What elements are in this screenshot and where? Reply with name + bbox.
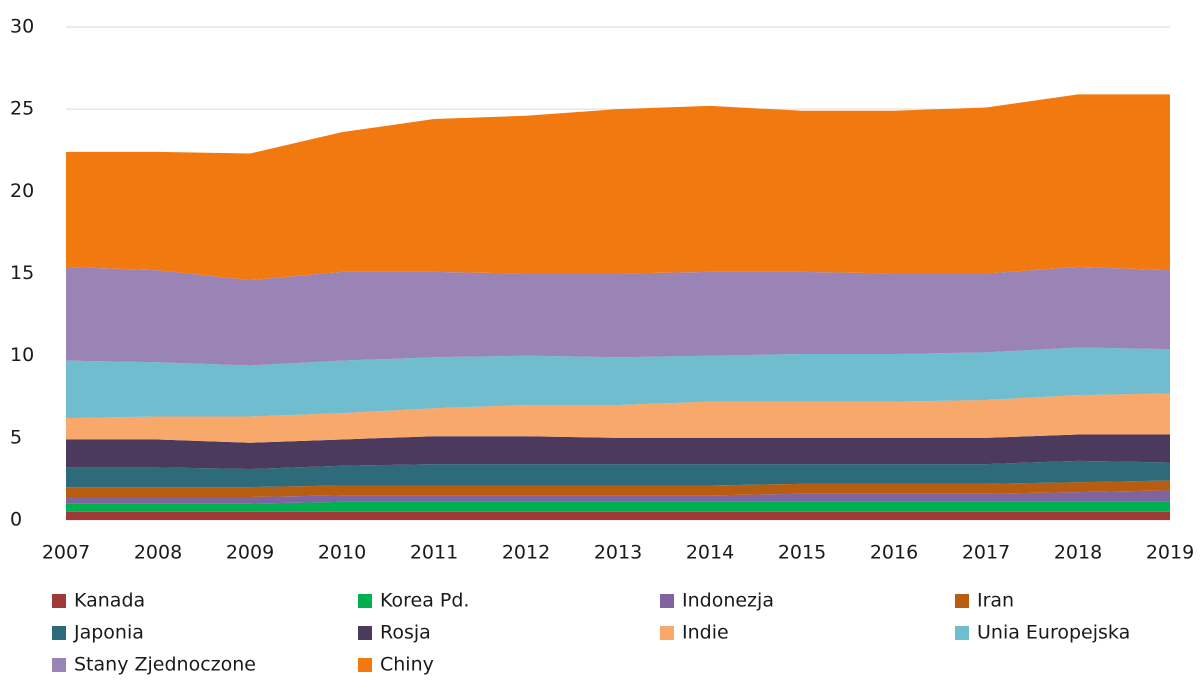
area <box>66 460 1170 488</box>
legend-swatch <box>358 626 372 640</box>
area <box>66 347 1170 419</box>
area <box>66 501 1170 512</box>
x-tick-label: 2010 <box>318 542 366 564</box>
x-tick-label: 2013 <box>594 542 642 564</box>
legend-swatch <box>358 594 372 608</box>
y-tick-label: 30 <box>10 16 34 38</box>
legend-label: Unia Europejska <box>977 622 1130 644</box>
x-tick-label: 2016 <box>870 542 918 564</box>
legend-label: Rosja <box>380 622 431 644</box>
area <box>66 480 1170 497</box>
legend-label: Korea Pd. <box>380 590 469 612</box>
area <box>66 434 1170 470</box>
area <box>66 393 1170 443</box>
legend-swatch <box>660 594 674 608</box>
legend-label: Chiny <box>380 654 434 676</box>
area <box>66 266 1170 366</box>
y-tick-label: 15 <box>10 262 34 284</box>
x-tick-label: 2009 <box>226 542 274 564</box>
legend-label: Iran <box>977 590 1014 612</box>
x-tick-label: 2018 <box>1054 542 1102 564</box>
x-tick-label: 2017 <box>962 542 1010 564</box>
x-tick-label: 2019 <box>1146 542 1194 564</box>
legend-label: Indie <box>682 622 729 644</box>
x-tick-label: 2012 <box>502 542 550 564</box>
y-tick-label: 25 <box>10 98 34 120</box>
y-tick-label: 5 <box>10 426 22 448</box>
x-tick-label: 2011 <box>410 542 458 564</box>
legend-swatch <box>52 626 66 640</box>
x-tick-label: 2015 <box>778 542 826 564</box>
legend-swatch <box>955 626 969 640</box>
legend-swatch <box>955 594 969 608</box>
legend-label: Indonezja <box>682 590 774 612</box>
x-tick-label: 2008 <box>134 542 182 564</box>
x-tick-label: 2014 <box>686 542 734 564</box>
legend-swatch <box>358 658 372 672</box>
x-tick-label: 2007 <box>42 542 90 564</box>
y-tick-label: 0 <box>10 509 22 531</box>
legend-label: Stany Zjednoczone <box>74 654 256 676</box>
legend-swatch <box>660 626 674 640</box>
y-tick-label: 20 <box>10 180 34 202</box>
y-tick-label: 10 <box>10 344 34 366</box>
legend-swatch <box>52 594 66 608</box>
area <box>66 94 1170 281</box>
legend-swatch <box>52 658 66 672</box>
area <box>66 511 1170 520</box>
legend-label: Japonia <box>73 622 144 644</box>
legend-label: Kanada <box>74 590 145 612</box>
